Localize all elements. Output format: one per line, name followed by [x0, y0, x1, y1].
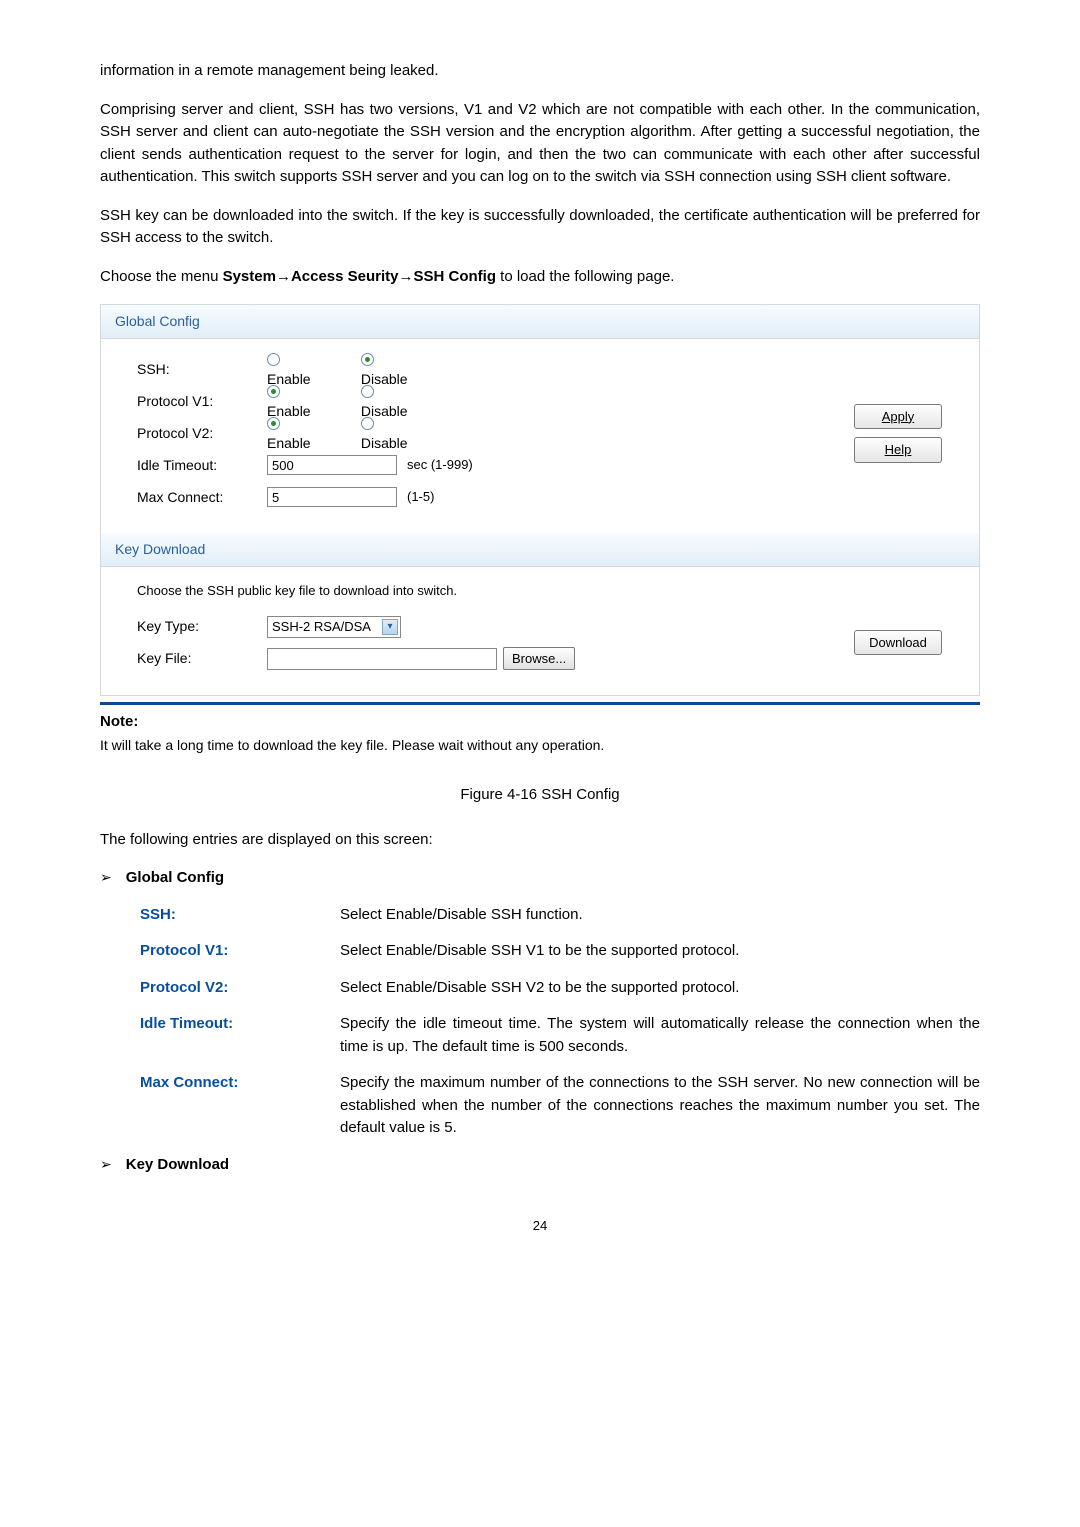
key-type-value: SSH-2 RSA/DSA	[272, 617, 371, 637]
entry-row: Max Connect: Specify the maximum number …	[140, 1072, 980, 1140]
idle-timeout-row: Idle Timeout: sec (1-999)	[117, 449, 833, 481]
max-connect-row: Max Connect: (1-5)	[117, 481, 833, 513]
section-heading-row: ➢ Global Config	[100, 867, 980, 890]
entry-value: Specify the maximum number of the connec…	[340, 1072, 980, 1140]
ssh-label: SSH:	[117, 359, 267, 380]
key-download-body: Choose the SSH public key file to downlo…	[101, 567, 979, 695]
radio-label: Enable	[267, 433, 357, 454]
entry-key: Idle Timeout:	[140, 1013, 340, 1058]
idle-label: Idle Timeout:	[117, 455, 267, 476]
section-title: Key Download	[126, 1154, 229, 1177]
keydl-buttons: Download	[833, 611, 963, 675]
ssh-config-panel: Global Config SSH: Enable Disable Protoc…	[100, 304, 980, 696]
v2-disable-radio[interactable]	[361, 417, 374, 430]
menu-path: System→Access Seurity→SSH Config	[223, 268, 496, 285]
paragraph: Comprising server and client, SSH has tw…	[100, 99, 980, 189]
v2-label: Protocol V2:	[117, 423, 267, 444]
menu-path-paragraph: Choose the menu System→Access Seurity→SS…	[100, 266, 980, 289]
max-suffix: (1-5)	[407, 487, 434, 507]
section-heading-row: ➢ Key Download	[100, 1154, 980, 1177]
max-label: Max Connect:	[117, 487, 267, 508]
entry-row: Idle Timeout: Specify the idle timeout t…	[140, 1013, 980, 1058]
chevron-down-icon: ▾	[382, 619, 398, 635]
key-download-instruction: Choose the SSH public key file to downlo…	[117, 581, 963, 601]
paragraph: information in a remote management being…	[100, 60, 980, 83]
key-file-row: Key File: Browse...	[117, 643, 833, 675]
text: Choose the menu	[100, 268, 223, 285]
entry-row: SSH: Select Enable/Disable SSH function.	[140, 904, 980, 927]
ssh-disable-radio[interactable]	[361, 353, 374, 366]
idle-suffix: sec (1-999)	[407, 455, 473, 475]
entry-value: Select Enable/Disable SSH V1 to be the s…	[340, 940, 980, 963]
divider	[100, 702, 980, 705]
protocol-v2-row: Protocol V2: Enable Disable	[117, 417, 833, 449]
key-type-label: Key Type:	[117, 616, 267, 637]
protocol-v1-row: Protocol V1: Enable Disable	[117, 385, 833, 417]
entry-key: Max Connect:	[140, 1072, 340, 1140]
global-config-header: Global Config	[101, 305, 979, 339]
radio-label: Disable	[361, 433, 451, 454]
apply-button[interactable]: Apply	[854, 404, 942, 430]
page-number: 24	[100, 1216, 980, 1236]
v2-enable-radio[interactable]	[267, 417, 280, 430]
v1-disable-radio[interactable]	[361, 385, 374, 398]
entry-value: Select Enable/Disable SSH function.	[340, 904, 980, 927]
help-button[interactable]: Help	[854, 437, 942, 463]
note-text: It will take a long time to download the…	[100, 735, 980, 756]
entry-value: Specify the idle timeout time. The syste…	[340, 1013, 980, 1058]
paragraph: SSH key can be downloaded into the switc…	[100, 205, 980, 250]
figure-caption: Figure 4-16 SSH Config	[100, 784, 980, 807]
ssh-enable-radio[interactable]	[267, 353, 280, 366]
entries-intro: The following entries are displayed on t…	[100, 829, 980, 852]
entry-key: Protocol V1:	[140, 940, 340, 963]
key-file-label: Key File:	[117, 648, 267, 669]
max-connect-input[interactable]	[267, 487, 397, 507]
v1-label: Protocol V1:	[117, 391, 267, 412]
key-file-input[interactable]	[267, 648, 497, 670]
arrow-icon: ➢	[100, 1154, 112, 1175]
global-config-body: SSH: Enable Disable Protocol V1: Enable …	[101, 339, 979, 533]
download-button[interactable]: Download	[854, 630, 942, 656]
ssh-row: SSH: Enable Disable	[117, 353, 833, 385]
entry-key: Protocol V2:	[140, 977, 340, 1000]
note-heading: Note:	[100, 711, 980, 734]
entries-list: ➢ Global Config SSH: Select Enable/Disab…	[100, 867, 980, 1176]
idle-timeout-input[interactable]	[267, 455, 397, 475]
key-type-row: Key Type: SSH-2 RSA/DSA ▾	[117, 611, 833, 643]
entry-row: Protocol V2: Select Enable/Disable SSH V…	[140, 977, 980, 1000]
browse-button[interactable]: Browse...	[503, 647, 575, 671]
entry-key: SSH:	[140, 904, 340, 927]
text: to load the following page.	[496, 268, 674, 285]
entry-value: Select Enable/Disable SSH V2 to be the s…	[340, 977, 980, 1000]
arrow-icon: ➢	[100, 867, 112, 888]
entry-row: Protocol V1: Select Enable/Disable SSH V…	[140, 940, 980, 963]
global-buttons: Apply Help	[833, 353, 963, 513]
key-type-select[interactable]: SSH-2 RSA/DSA ▾	[267, 616, 401, 638]
key-download-header: Key Download	[101, 533, 979, 567]
v1-enable-radio[interactable]	[267, 385, 280, 398]
section-title: Global Config	[126, 867, 224, 890]
